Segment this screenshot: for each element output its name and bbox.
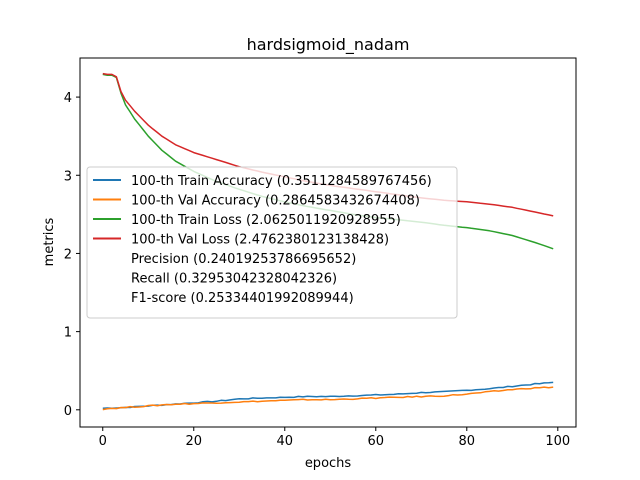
y-tick-label: 2 xyxy=(64,247,72,262)
y-axis: 0 1 2 3 4 xyxy=(64,91,80,419)
legend-entry: 100-th Val Accuracy (0.2864583432674408) xyxy=(131,194,420,209)
x-tick-label: 60 xyxy=(368,434,385,449)
x-tick-label: 40 xyxy=(276,434,293,449)
x-axis-label: epochs xyxy=(305,456,352,471)
y-tick-label: 0 xyxy=(64,404,72,419)
x-axis: 0 20 40 60 80 100 xyxy=(99,427,570,449)
y-axis-label: metrics xyxy=(42,217,57,266)
legend-entry: Precision (0.24019253786695652) xyxy=(131,252,356,267)
series-line-1 xyxy=(102,386,554,411)
legend-entry: 100-th Val Loss (2.4762380123138428) xyxy=(131,233,389,248)
x-tick-label: 20 xyxy=(185,434,202,449)
legend-entry: Recall (0.32953042328042326) xyxy=(131,272,337,287)
legend-entry: 100-th Train Loss (2.0625011920928955) xyxy=(131,213,401,228)
chart-title: hardsigmoid_nadam xyxy=(247,35,410,55)
y-tick-label: 1 xyxy=(64,326,72,341)
x-tick-label: 100 xyxy=(545,434,570,449)
y-tick-label: 4 xyxy=(64,91,72,106)
y-tick-label: 3 xyxy=(64,169,72,184)
legend-entry: 100-th Train Accuracy (0.351128458976745… xyxy=(131,174,432,189)
legend-entry: F1-score (0.25334401992089944) xyxy=(131,291,354,306)
x-tick-label: 0 xyxy=(99,434,107,449)
plot-frame xyxy=(79,57,577,428)
legend-box xyxy=(86,166,458,319)
x-tick-label: 80 xyxy=(459,434,476,449)
legend: 100-th Train Accuracy (0.351128458976745… xyxy=(86,166,458,319)
